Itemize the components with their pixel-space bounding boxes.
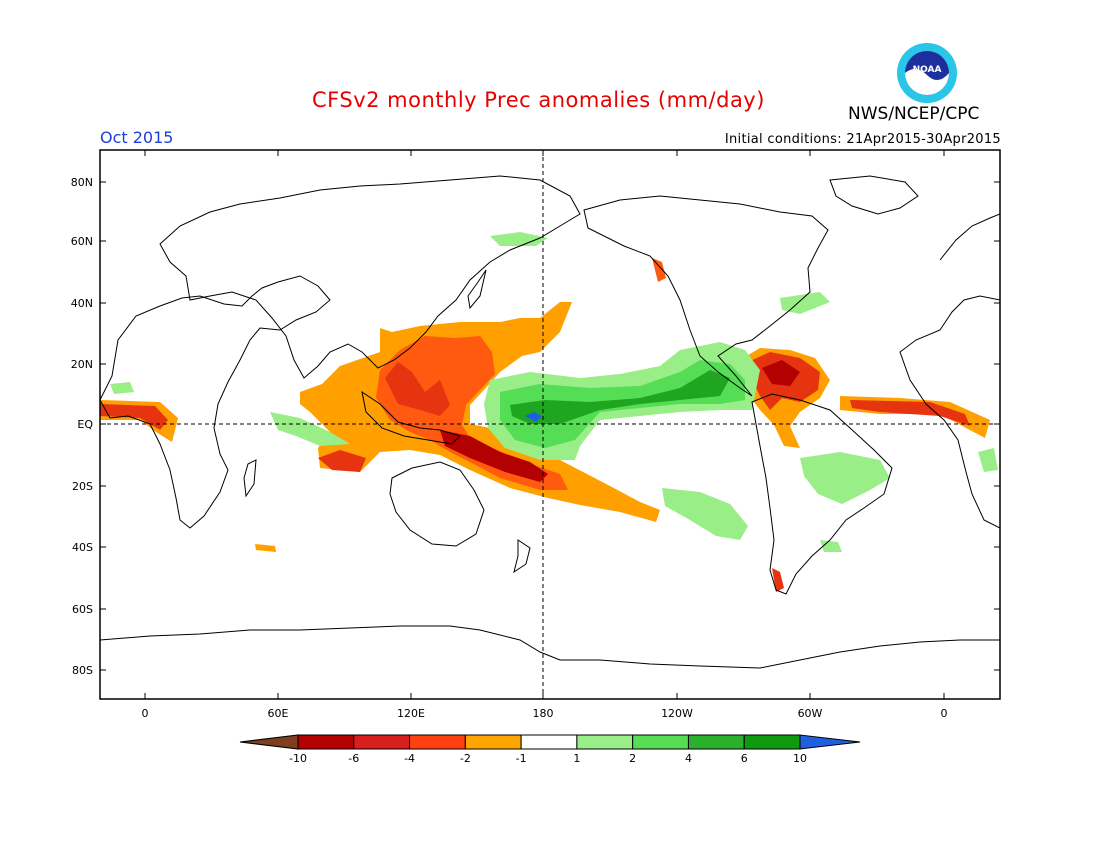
colorbar-label: 6	[741, 752, 748, 765]
forecast-month: Oct 2015	[100, 128, 174, 147]
wet-anomaly-north-atlantic	[780, 292, 830, 314]
lat-label: 40S	[72, 541, 93, 554]
initial-conditions: Initial conditions: 21Apr2015-30Apr2015	[724, 132, 1001, 147]
wet-anomaly-east-atlantic	[978, 448, 998, 472]
dry-anomaly-philippines	[376, 336, 568, 490]
dry-anomaly-south-indian	[255, 544, 276, 552]
lat-label: 60S	[72, 603, 93, 616]
latitude-labels: 80N 60N 40N 20N EQ 20S 40S 60S 80S	[71, 176, 94, 677]
wet-anomaly-south-pacific	[662, 488, 748, 540]
coastlines	[100, 175, 1000, 669]
colorbar-label: -6	[348, 752, 359, 765]
lon-label: 0	[941, 707, 948, 720]
dry-anomaly-alaska	[652, 258, 666, 282]
coast-new-zealand	[513, 539, 531, 574]
map-title: CFSv2 monthly Prec anomalies (mm/day)	[312, 88, 765, 112]
colorbar-segment	[576, 734, 634, 750]
colorbar-segment	[353, 734, 411, 750]
lat-label: 80N	[71, 176, 93, 189]
coast-indonesia	[361, 390, 461, 445]
longitude-labels: 0 60E 120E 180 120W 60W 0	[142, 707, 948, 720]
colorbar-segment	[520, 734, 578, 750]
wet-anomaly-west-africa	[110, 382, 134, 394]
colorbar-label: -2	[460, 752, 471, 765]
coast-australia	[389, 461, 485, 547]
colorbar-segment	[687, 734, 745, 750]
colorbar-arrow-low	[239, 734, 299, 750]
coast-africa-europe	[100, 275, 331, 529]
dry-anomaly-south-america	[772, 568, 784, 592]
noaa-logo-icon: NOAA	[897, 43, 957, 103]
coast-eurasia	[159, 175, 581, 379]
dry-anomaly-philippines-core	[385, 362, 450, 416]
logo-text: NOAA	[913, 65, 942, 75]
wet-anomaly-central-pacific-strong	[510, 370, 730, 424]
dry-anomaly-caribbean-core	[762, 360, 800, 386]
colorbar-label: 2	[629, 752, 636, 765]
colorbar-segment	[297, 734, 355, 750]
wet-anomaly-south-america	[800, 452, 890, 504]
coast-greenland	[829, 175, 919, 215]
coast-europe-east	[899, 213, 1000, 529]
colorbar-segment	[743, 734, 801, 750]
colorbar-segment	[409, 734, 466, 750]
colorbar-label: 4	[685, 752, 692, 765]
lat-label: 20S	[72, 480, 93, 493]
colorbar-label: 1	[573, 752, 580, 765]
colorbar-arrow-high	[799, 734, 861, 750]
wet-anomaly-north-pacific	[490, 232, 548, 246]
coast-japan	[467, 269, 487, 310]
colorbar-segment	[464, 734, 522, 750]
dry-anomaly-equatorial-atlantic-core	[850, 400, 970, 426]
coast-antarctica	[100, 625, 1000, 669]
lon-label: 120W	[661, 707, 693, 720]
dry-anomaly-warm-pool-outer	[300, 302, 660, 522]
colorbar-label: -4	[404, 752, 415, 765]
lon-label: 120E	[397, 707, 425, 720]
organization-label: NWS/NCEP/CPC	[848, 104, 980, 124]
colorbar: -10 -6 -4 -2 -1 1 2 4 6 10	[239, 734, 861, 765]
colorbar-label: 10	[793, 752, 807, 765]
lat-label: 80S	[72, 664, 93, 677]
lat-label: 40N	[71, 297, 93, 310]
wet-anomaly-south-atlantic	[820, 540, 842, 552]
lon-label: 180	[533, 707, 554, 720]
lon-label: 0	[142, 707, 149, 720]
axis-ticks	[100, 150, 1000, 699]
coast-south-america	[751, 393, 893, 595]
dry-anomaly-indian-ocean	[318, 450, 366, 472]
dry-anomaly-south-pacific-core	[440, 430, 548, 482]
lon-label: 60E	[268, 707, 289, 720]
coast-north-america	[583, 195, 829, 397]
colorbar-label: -10	[289, 752, 307, 765]
lat-label: 20N	[71, 358, 93, 371]
wet-anomaly-indian-ocean	[270, 412, 350, 446]
lat-label: 60N	[71, 235, 93, 248]
anomaly-fields	[100, 232, 998, 592]
wet-anomaly-extreme	[525, 412, 542, 422]
lon-label: 60W	[798, 707, 823, 720]
coast-madagascar	[243, 459, 257, 498]
lat-label: EQ	[77, 418, 93, 431]
colorbar-segment	[632, 734, 689, 750]
colorbar-label: -1	[516, 752, 527, 765]
